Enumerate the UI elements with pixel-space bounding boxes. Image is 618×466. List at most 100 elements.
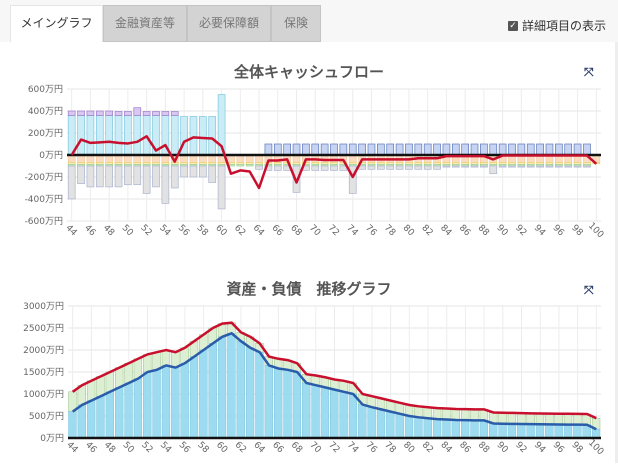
- detail-toggle[interactable]: ✓ 詳細項目の表示: [507, 17, 606, 34]
- y-tick-label: 1500万円: [23, 367, 64, 378]
- expense-bar: [526, 165, 535, 168]
- other-asset-bar: [498, 412, 507, 424]
- expense-bar: [395, 165, 404, 170]
- expense-bar: [105, 165, 113, 188]
- other-asset-bar: [432, 407, 442, 420]
- financial-asset-bar: [105, 391, 115, 439]
- x-tick-label: 88: [476, 223, 491, 238]
- financial-asset-bar: [161, 365, 171, 439]
- income-bar: [105, 115, 113, 156]
- pension-bar: [536, 143, 544, 156]
- other-income-bar: [95, 110, 104, 116]
- balance-chart-title: 資産・負債 推移グラフ: [226, 280, 392, 298]
- y-tick-label: -600万円: [25, 216, 63, 227]
- x-tick-label: 44: [64, 440, 79, 455]
- expand-icon[interactable]: ⤧: [584, 283, 594, 297]
- pension-bar: [377, 143, 385, 156]
- financial-asset-bar: [133, 378, 143, 439]
- other-asset-bar: [573, 413, 582, 425]
- financial-asset-bar: [124, 382, 133, 439]
- checkbox-checked-icon[interactable]: ✓: [507, 20, 518, 31]
- other-income-bar: [105, 110, 113, 116]
- other-asset-bar: [86, 380, 96, 401]
- expense-bar: [583, 165, 591, 168]
- pension-bar: [526, 143, 535, 156]
- financial-asset-bar: [386, 411, 395, 439]
- expense-bar: [405, 165, 413, 170]
- financial-asset-bar: [330, 389, 339, 439]
- pension-bar: [517, 143, 526, 156]
- pension-bar: [545, 143, 554, 156]
- x-tick-label: 84: [438, 223, 453, 238]
- other-asset-bar: [545, 413, 554, 425]
- pension-bar: [405, 143, 413, 156]
- expense-bar: [236, 163, 245, 167]
- other-income-bar: [133, 107, 142, 116]
- pension-bar: [264, 143, 273, 156]
- y-tick-label: 500万円: [29, 411, 64, 422]
- other-income-bar: [114, 111, 123, 116]
- pension-bar: [348, 143, 357, 156]
- pension-bar: [498, 143, 507, 156]
- y-tick-label: -200万円: [25, 172, 63, 183]
- financial-asset-bar: [376, 409, 386, 439]
- expense-bar: [330, 165, 338, 171]
- financial-asset-bar: [404, 415, 414, 439]
- income-bar: [199, 116, 207, 156]
- scrollbar[interactable]: [615, 42, 618, 463]
- other-asset-bar: [563, 413, 573, 425]
- expense-bar: [77, 165, 85, 184]
- expense-bar: [423, 165, 432, 170]
- financial-asset-bar: [320, 387, 330, 439]
- expense-bar: [555, 165, 563, 168]
- pension-bar: [433, 143, 441, 156]
- pension-bar: [395, 143, 404, 156]
- x-tick-label: 80: [401, 223, 416, 238]
- financial-asset-bar: [171, 367, 180, 439]
- other-asset-bar: [442, 408, 451, 420]
- financial-asset-bar: [432, 418, 442, 439]
- expense-bar: [142, 165, 151, 194]
- financial-asset-bar: [86, 400, 96, 439]
- tab-financial-assets[interactable]: 金融資産等: [103, 5, 187, 42]
- financial-asset-bar: [227, 333, 236, 439]
- financial-asset-bar: [470, 420, 479, 439]
- cashflow-chart-title: 全体キャッシュフロー: [233, 63, 384, 81]
- financial-asset-bar: [367, 406, 376, 439]
- other-asset-bar: [152, 351, 161, 371]
- pension-bar: [320, 143, 329, 156]
- expand-icon[interactable]: ⤧: [584, 65, 594, 79]
- x-tick-label: 64: [251, 223, 266, 238]
- other-asset-bar: [507, 412, 517, 425]
- financial-asset-bar: [208, 343, 217, 439]
- income-bar: [77, 115, 85, 156]
- other-asset-bar: [460, 408, 470, 421]
- financial-asset-bar: [414, 417, 423, 439]
- pension-bar: [386, 143, 395, 156]
- expense-bar: [189, 165, 198, 178]
- other-asset-bar: [105, 371, 115, 393]
- expense-bar: [152, 165, 160, 188]
- financial-asset-bar: [311, 384, 320, 439]
- expense-bar: [161, 165, 170, 204]
- x-tick-label: 92: [513, 223, 528, 238]
- x-tick-label: 78: [382, 440, 397, 455]
- pension-bar: [442, 143, 451, 156]
- financial-asset-bar: [535, 424, 545, 439]
- x-tick-label: 72: [326, 223, 341, 238]
- other-income-bar: [124, 111, 132, 116]
- expense-bar: [320, 165, 329, 171]
- x-tick-label: 64: [251, 440, 266, 455]
- financial-asset-bar: [423, 417, 432, 439]
- tab-required-coverage[interactable]: 必要保障額: [187, 5, 271, 42]
- tab-insurance[interactable]: 保険: [271, 5, 321, 42]
- pension-bar: [302, 143, 310, 156]
- x-tick-label: 44: [63, 223, 78, 238]
- financial-asset-bar: [189, 356, 199, 439]
- x-tick-label: 68: [288, 223, 303, 238]
- income-bar: [86, 115, 95, 156]
- tab-main-graph[interactable]: メイングラフ: [10, 5, 103, 42]
- x-tick-label: 80: [401, 440, 416, 455]
- financial-asset-bar: [217, 336, 227, 439]
- expense-bar: [170, 165, 179, 189]
